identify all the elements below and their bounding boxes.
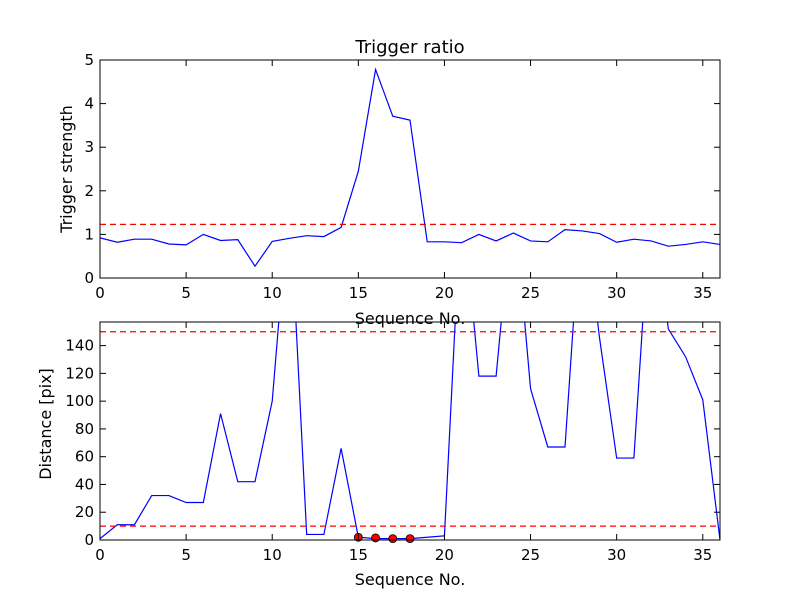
marker-point bbox=[371, 533, 380, 543]
chart-title: Trigger ratio bbox=[354, 37, 464, 58]
y-tick-label: 80 bbox=[75, 420, 94, 438]
x-tick-label: 0 bbox=[95, 284, 105, 302]
x-tick-label: 5 bbox=[181, 284, 191, 302]
marker-point bbox=[405, 534, 415, 544]
x-tick-label: 5 bbox=[181, 546, 191, 564]
x-tick-label: 15 bbox=[349, 284, 368, 302]
y-tick-label: 40 bbox=[75, 475, 94, 493]
y-tick-label: 20 bbox=[75, 503, 94, 521]
bottom-plot-frame bbox=[99, 321, 721, 541]
y-tick-label: 5 bbox=[84, 51, 94, 69]
series-line-0 bbox=[100, 67, 720, 268]
top-x-axis: 0 5 10 15 20 25 30 35 bbox=[95, 60, 712, 302]
x-tick-label: 25 bbox=[521, 284, 540, 302]
bottom-x-axis-label: Sequence No. bbox=[355, 570, 466, 589]
y-tick-label: 4 bbox=[84, 95, 94, 113]
y-tick-label: 120 bbox=[65, 364, 94, 382]
y-tick-label: 0 bbox=[84, 269, 94, 287]
top-plot-area bbox=[100, 67, 720, 268]
y-tick-label: 60 bbox=[75, 448, 94, 466]
y-tick-label: 100 bbox=[65, 392, 94, 410]
y-tick-label: 3 bbox=[84, 138, 94, 156]
x-tick-label: 15 bbox=[349, 546, 368, 564]
top-y-axis: 0 1 2 3 4 5 bbox=[84, 51, 720, 287]
x-tick-label: 10 bbox=[263, 284, 282, 302]
top-x-axis-label: Sequence No. bbox=[355, 309, 466, 328]
x-tick-label: 10 bbox=[263, 546, 282, 564]
bottom-y-axis-label: Distance [pix] bbox=[36, 368, 55, 480]
x-tick-label: 20 bbox=[435, 284, 454, 302]
marker-point bbox=[388, 534, 398, 544]
x-tick-label: 35 bbox=[693, 284, 712, 302]
x-tick-label: 35 bbox=[693, 546, 712, 564]
top-y-axis-label: Trigger strength bbox=[57, 105, 76, 234]
y-tick-label: 2 bbox=[84, 182, 94, 200]
x-tick-label: 20 bbox=[435, 546, 454, 564]
top-plot-frame bbox=[99, 59, 721, 279]
distance-subplot: 0 5 10 15 20 25 30 35 0 20 40 60 80 100 120 140 Sequen… bbox=[36, 321, 721, 589]
x-tick-label: 0 bbox=[95, 546, 105, 564]
y-tick-label: 140 bbox=[65, 337, 94, 355]
bottom-plot-area bbox=[100, 322, 720, 544]
y-tick-label: 0 bbox=[84, 531, 94, 549]
x-tick-label: 30 bbox=[607, 284, 626, 302]
bottom-x-axis: 0 5 10 15 20 25 30 35 bbox=[95, 322, 712, 564]
y-tick-label: 1 bbox=[84, 225, 94, 243]
bottom-y-axis: 0 20 40 60 80 100 120 140 bbox=[65, 337, 720, 549]
x-tick-label: 30 bbox=[607, 546, 626, 564]
x-tick-label: 25 bbox=[521, 546, 540, 564]
trigger-ratio-subplot: Trigger ratio 0 5 10 15 20 25 30 35 0 1 2 3 4 5 Sequ… bbox=[57, 37, 721, 328]
